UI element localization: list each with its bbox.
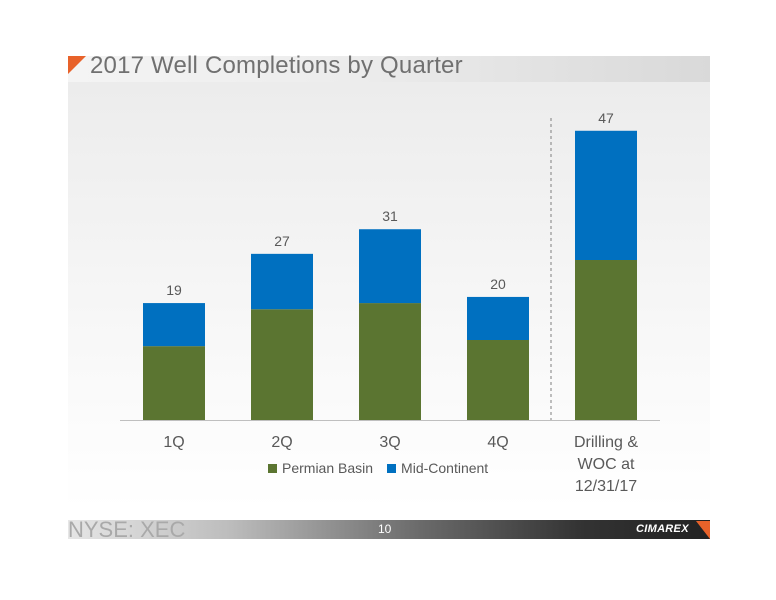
bar-mid-continent-2 [359,229,421,304]
legend-label-permian: Permian Basin [282,460,374,476]
category-label-0: 1Q [163,434,184,451]
bar-mid-continent-0 [143,303,205,347]
legend-item-permian: Permian Basin [268,460,373,476]
title-bar [68,56,710,82]
title-accent-triangle [68,56,86,74]
total-label-1: 27 [274,233,290,249]
bar-permian-2 [359,303,421,420]
legend-swatch-mid-continent [387,463,397,473]
bar-mid-continent-1 [251,253,313,310]
total-label-4: 47 [598,110,614,126]
company-logo: CIMAREX [636,523,689,535]
footer-ticker: NYSE: XEC [68,517,186,542]
category-label-2: 3Q [379,434,400,451]
bar-mid-continent-3 [467,296,529,340]
category-label-4-line-0: Drilling & [574,434,638,451]
bar-mid-continent-4 [575,130,637,260]
total-label-0: 19 [166,282,182,298]
category-label-4-line-1: WOC at [578,456,635,473]
legend-swatch-permian [268,463,277,473]
total-label-3: 20 [490,276,506,292]
slide-title: 2017 Well Completions by Quarter [90,52,463,79]
page-number: 10 [378,522,392,536]
total-label-2: 31 [382,208,398,224]
legend-label-mid-continent: Mid-Continent [401,460,489,476]
legend-item-mid-continent: Mid-Continent [387,460,488,476]
bar-permian-1 [251,309,313,420]
bar-permian-3 [467,340,529,420]
chart-legend: Permian Basin Mid-Continent [268,460,502,476]
bar-permian-4 [575,260,637,420]
footer-bar [68,520,710,539]
category-label-3: 4Q [487,434,508,451]
category-label-1: 2Q [271,434,292,451]
category-label-4-line-2: 12/31/17 [575,478,637,495]
bar-permian-0 [143,346,205,420]
logo-accent-triangle [696,521,710,539]
